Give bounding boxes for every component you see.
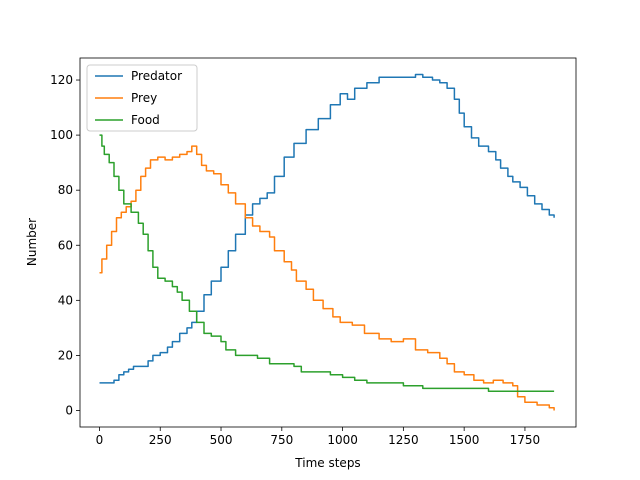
x-tick-label: 1500 xyxy=(449,433,480,447)
y-axis-label: Number xyxy=(25,218,39,266)
series-line-prey xyxy=(99,145,555,411)
y-tick-label: 100 xyxy=(50,128,73,142)
x-tick-label: 1250 xyxy=(388,433,419,447)
y-tick-label: 0 xyxy=(65,403,73,417)
x-tick-label: 1000 xyxy=(327,433,358,447)
x-tick-label: 1750 xyxy=(510,433,541,447)
axes-frame xyxy=(79,57,577,428)
legend-box xyxy=(86,64,198,132)
plot-area xyxy=(99,73,555,411)
x-axis-label: Time steps xyxy=(294,456,360,470)
x-tick-label: 0 xyxy=(96,433,104,447)
x-tick-label: 500 xyxy=(210,433,233,447)
y-tick-label: 20 xyxy=(58,348,73,362)
y-tick-label: 120 xyxy=(50,73,73,87)
y-tick-label: 40 xyxy=(58,293,73,307)
ticks: 0 250 500 750 1000 1250 1500 1750 0 20 40 60 80 100 12… xyxy=(50,73,540,447)
y-tick-label: 80 xyxy=(58,183,73,197)
y-tick-label: 60 xyxy=(58,238,73,252)
x-tick-label: 750 xyxy=(270,433,293,447)
x-tick-label: 250 xyxy=(149,433,172,447)
axes xyxy=(79,57,577,428)
legend: Predator Prey Food xyxy=(86,64,198,132)
legend-label-predator: Predator xyxy=(131,69,182,83)
legend-label-prey: Prey xyxy=(131,91,157,105)
legend-label-food: Food xyxy=(131,113,160,127)
series-line-predator xyxy=(99,73,555,384)
series-line-food xyxy=(99,134,555,392)
